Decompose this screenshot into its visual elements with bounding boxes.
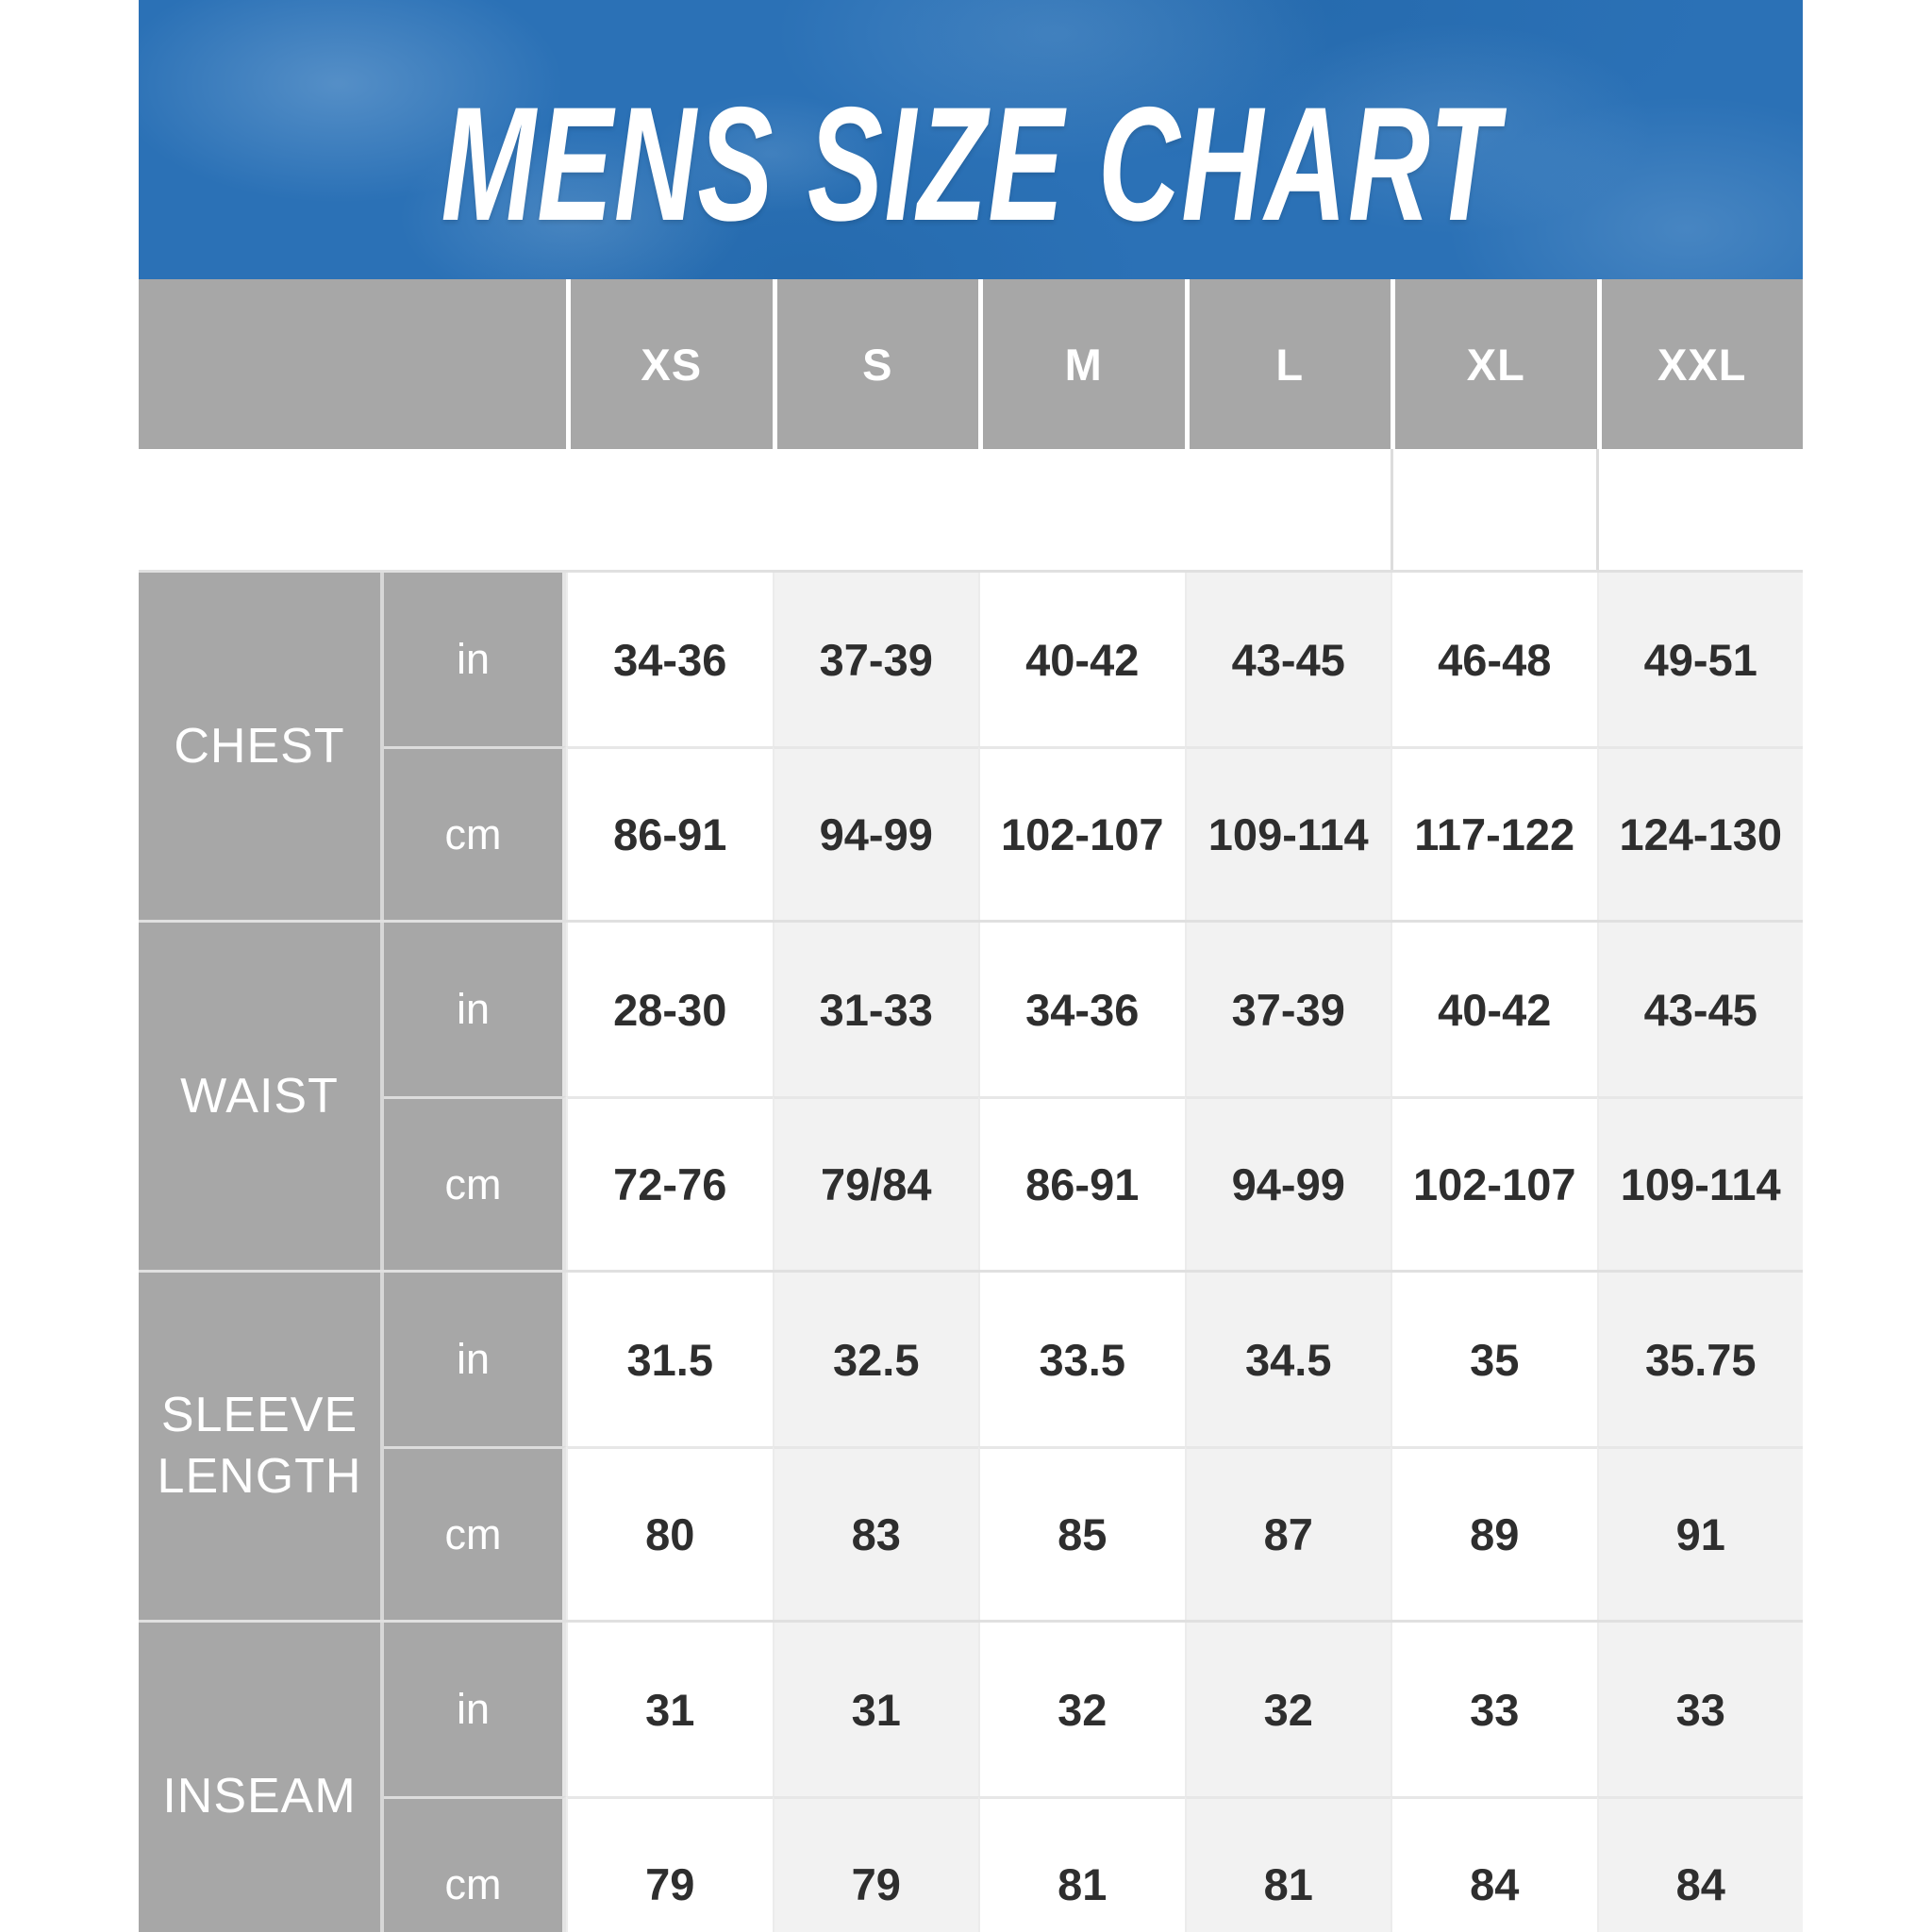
size-value-cell: 37-39 [772,573,978,746]
size-value-cell: 35 [1391,1273,1597,1446]
size-value-cell: 46-48 [1391,573,1597,746]
size-value-cell: 117-122 [1391,746,1597,920]
size-col-header-m: M [978,279,1185,449]
size-value-cell: 85 [978,1446,1185,1620]
size-value-cell: 84 [1596,1796,1803,1932]
size-value-cell: 102-107 [978,746,1185,920]
size-value-cell: 31 [772,1623,978,1796]
measurement-group-sleeve-length: SLEEVE LENGTH in 31.5 32.5 33.5 34.5 35 … [139,1270,1803,1620]
size-value-cell: 28-30 [566,923,773,1096]
unit-label-in: in [384,573,566,746]
row-label-sleeve-length: SLEEVE LENGTH [139,1273,384,1620]
size-value-cell: 32 [978,1623,1185,1796]
xl-column-left-border [1391,449,1393,570]
unit-label-cm: cm [384,746,566,920]
size-value-cell: 31-33 [772,923,978,1096]
unit-label-cm: cm [384,1446,566,1620]
unit-label-cm: cm [384,1096,566,1270]
chart-title: MENS SIZE CHART [441,74,1501,255]
size-value-cell: 37-39 [1184,923,1391,1096]
size-header-row: XS S M L XL XXL [139,279,1803,449]
spacer-row [139,449,1803,570]
size-value-cell: 81 [1184,1796,1391,1932]
size-value-cell: 109-114 [1184,746,1391,920]
size-value-cell: 33 [1391,1623,1597,1796]
row-label-chest: CHEST [139,573,384,920]
size-value-cell: 32 [1184,1623,1391,1796]
size-value-cell: 83 [772,1446,978,1620]
size-value-cell: 34-36 [978,923,1185,1096]
measurement-group-inseam: INSEAM in 31 31 32 32 33 33 cm 79 79 81 … [139,1620,1803,1932]
size-value-cell: 31.5 [566,1273,773,1446]
unit-label-in: in [384,1273,566,1446]
size-value-cell: 43-45 [1596,923,1803,1096]
size-value-cell: 79 [772,1796,978,1932]
size-value-cell: 31 [566,1623,773,1796]
size-value-cell: 43-45 [1184,573,1391,746]
unit-label-in: in [384,1623,566,1796]
row-label-inseam: INSEAM [139,1623,384,1932]
size-value-cell: 94-99 [1184,1096,1391,1270]
size-value-cell: 79/84 [772,1096,978,1270]
size-value-cell: 72-76 [566,1096,773,1270]
unit-label-in: in [384,923,566,1096]
header-corner-cell [139,279,566,449]
size-col-header-xs: XS [566,279,773,449]
row-label-waist: WAIST [139,923,384,1270]
size-value-cell: 33 [1596,1623,1803,1796]
size-col-header-xxl: XXL [1596,279,1804,449]
size-value-cell: 80 [566,1446,773,1620]
size-chart-sheet: MENS SIZE CHART XS S M L XL XXL CHEST in… [139,0,1803,1932]
size-value-cell: 34-36 [566,573,773,746]
size-value-cell: 86-91 [566,746,773,920]
size-value-cell: 49-51 [1596,573,1803,746]
measurement-group-chest: CHEST in 34-36 37-39 40-42 43-45 46-48 4… [139,570,1803,920]
size-value-cell: 91 [1596,1446,1803,1620]
size-value-cell: 102-107 [1391,1096,1597,1270]
size-value-cell: 86-91 [978,1096,1185,1270]
size-value-cell: 94-99 [772,746,978,920]
size-value-cell: 87 [1184,1446,1391,1620]
size-value-cell: 32.5 [772,1273,978,1446]
size-value-cell: 89 [1391,1446,1597,1620]
size-value-cell: 35.75 [1596,1273,1803,1446]
size-col-header-l: L [1184,279,1391,449]
size-col-header-s: S [772,279,979,449]
size-value-cell: 40-42 [978,573,1185,746]
size-value-cell: 81 [978,1796,1185,1932]
measurement-group-waist: WAIST in 28-30 31-33 34-36 37-39 40-42 4… [139,920,1803,1270]
banner: MENS SIZE CHART [139,0,1803,279]
size-col-header-xl: XL [1391,279,1597,449]
size-value-cell: 124-130 [1596,746,1803,920]
size-value-cell: 109-114 [1596,1096,1803,1270]
size-value-cell: 84 [1391,1796,1597,1932]
size-value-cell: 40-42 [1391,923,1597,1096]
xl-column-right-border [1596,449,1599,570]
size-value-cell: 79 [566,1796,773,1932]
size-value-cell: 34.5 [1184,1273,1391,1446]
unit-label-cm: cm [384,1796,566,1932]
size-value-cell: 33.5 [978,1273,1185,1446]
